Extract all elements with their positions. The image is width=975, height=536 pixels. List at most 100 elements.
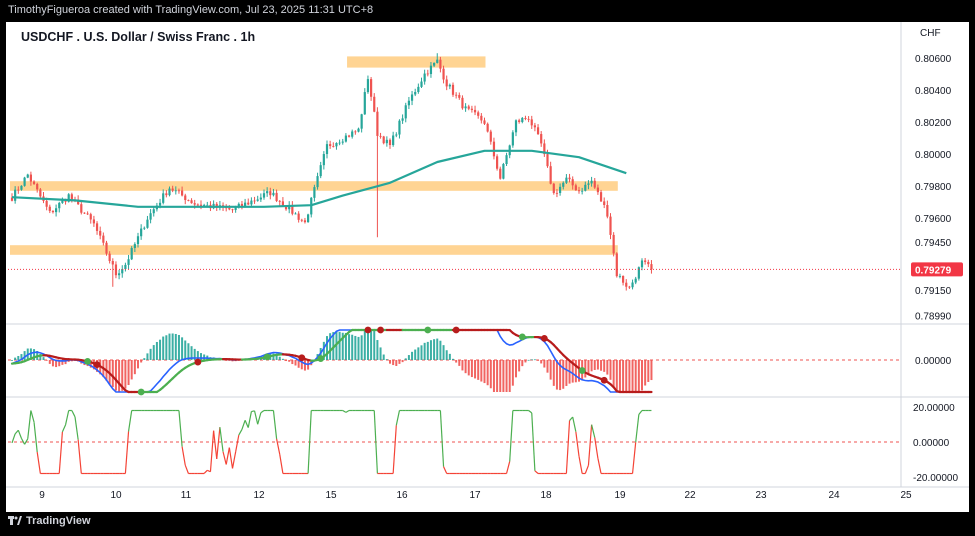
candle-body bbox=[448, 84, 451, 87]
candle-body bbox=[518, 120, 521, 122]
oscillator-segment bbox=[184, 464, 189, 474]
candle-body bbox=[618, 275, 622, 277]
candle-body bbox=[414, 92, 417, 95]
oscillator-segment bbox=[373, 410, 378, 474]
macd-histogram-bar bbox=[58, 360, 61, 367]
candle-body bbox=[23, 177, 26, 186]
candle-body bbox=[603, 201, 606, 205]
chart-svg[interactable]: 0.80600 0.80400 0.80200 0.80000 0.79800 0.796… bbox=[6, 22, 969, 512]
chart-panel[interactable]: 0.80600 0.80400 0.80200 0.80000 0.79800 0.796… bbox=[6, 22, 969, 512]
macd-histogram-bar bbox=[455, 360, 458, 363]
candle-body bbox=[281, 201, 284, 206]
candle-body bbox=[376, 111, 379, 136]
macd-histogram-bar bbox=[130, 360, 133, 380]
candle-body bbox=[555, 192, 559, 194]
macd-cross-marker bbox=[377, 326, 384, 334]
macd-cross-marker bbox=[518, 333, 526, 341]
time-tick-label: 23 bbox=[755, 490, 767, 501]
candle-body bbox=[499, 168, 502, 179]
candle-body bbox=[89, 214, 92, 220]
macd-histogram-bar bbox=[370, 330, 373, 360]
oscillator-segment bbox=[569, 416, 574, 421]
macd-histogram-bar bbox=[341, 332, 344, 360]
macd-histogram-bar bbox=[641, 360, 643, 391]
oscillator-segment bbox=[178, 410, 183, 447]
macd-histogram-bar bbox=[42, 357, 45, 360]
time-tick-label: 17 bbox=[469, 490, 481, 501]
macd-histogram-bar bbox=[650, 360, 653, 381]
candle-body bbox=[92, 219, 95, 224]
macd-histogram-bar bbox=[322, 341, 325, 360]
candle-body bbox=[455, 94, 458, 96]
candle-body bbox=[628, 286, 631, 288]
oscillator-segment bbox=[253, 410, 259, 425]
symbol-title[interactable]: USDCHF . U.S. Dollar / Swiss Franc . 1h bbox=[21, 30, 256, 44]
candle-body bbox=[398, 120, 401, 135]
candle-body bbox=[193, 203, 196, 205]
oscillator-segment bbox=[509, 410, 514, 462]
oscillator-segment bbox=[575, 431, 580, 457]
candle-body bbox=[385, 139, 388, 144]
candle-body bbox=[269, 191, 272, 196]
candle-body bbox=[496, 156, 499, 169]
oscillator-segment bbox=[531, 412, 536, 471]
candle-body bbox=[565, 177, 568, 183]
oscillator-tick-label: 0.00000 bbox=[913, 438, 950, 449]
macd-histogram-bar bbox=[596, 360, 599, 370]
oscillator-segment bbox=[260, 410, 265, 414]
candle-body bbox=[458, 95, 461, 98]
macd-histogram-bar bbox=[45, 360, 48, 361]
macd-histogram-bar bbox=[140, 360, 143, 363]
macd-histogram-bar bbox=[448, 353, 451, 360]
candle-body bbox=[615, 253, 618, 277]
last-price-label: 0.79279 bbox=[915, 265, 952, 276]
macd-cross-marker bbox=[93, 361, 101, 369]
oscillator-segment bbox=[124, 431, 130, 474]
candle-body bbox=[250, 200, 253, 205]
macd-histogram-bar bbox=[360, 335, 363, 360]
candle-body bbox=[590, 180, 593, 184]
oscillator-segment bbox=[238, 429, 243, 436]
candle-body bbox=[373, 96, 376, 112]
candle-body bbox=[231, 209, 234, 211]
oscillator-segment bbox=[638, 410, 643, 415]
candle-body bbox=[294, 213, 297, 215]
candle-body bbox=[464, 106, 467, 109]
oscillator-segment bbox=[17, 429, 23, 439]
macd-histogram-bar bbox=[133, 360, 136, 375]
macd-histogram-bar bbox=[445, 350, 448, 360]
candle-body bbox=[228, 207, 231, 210]
candle-body bbox=[445, 79, 448, 87]
oscillator-segment bbox=[241, 420, 246, 430]
macd-histogram-bar bbox=[540, 360, 543, 364]
candle-body bbox=[146, 219, 149, 228]
macd-histogram-bar bbox=[584, 360, 587, 378]
oscillator-segment bbox=[77, 439, 82, 474]
candle-body bbox=[133, 244, 136, 248]
candle-body bbox=[32, 181, 36, 184]
candle-body bbox=[562, 182, 565, 187]
macd-histogram-bar bbox=[55, 360, 58, 368]
brand-footer[interactable]: TradingView bbox=[8, 515, 91, 527]
candle-body bbox=[571, 179, 574, 186]
macd-histogram-bar bbox=[146, 353, 149, 360]
candle-body bbox=[599, 192, 603, 202]
macd-histogram-bar bbox=[14, 357, 17, 360]
time-tick-label: 22 bbox=[684, 490, 696, 501]
candle-body bbox=[329, 144, 332, 147]
macd-histogram-bar bbox=[363, 330, 366, 360]
macd-histogram-bar bbox=[162, 336, 165, 360]
oscillator-segment bbox=[584, 465, 590, 474]
time-tick-label: 11 bbox=[181, 490, 192, 501]
candle-body bbox=[149, 213, 152, 220]
candle-body bbox=[612, 234, 615, 254]
candle-body bbox=[266, 191, 269, 194]
oscillator-segment bbox=[27, 410, 32, 439]
candle-body bbox=[461, 97, 464, 109]
macd-histogram-bar bbox=[124, 360, 127, 389]
oscillator-segment bbox=[505, 461, 511, 474]
macd-histogram-bar bbox=[631, 360, 634, 392]
macd-histogram-bar bbox=[637, 360, 640, 392]
oscillator-segment bbox=[231, 451, 237, 469]
